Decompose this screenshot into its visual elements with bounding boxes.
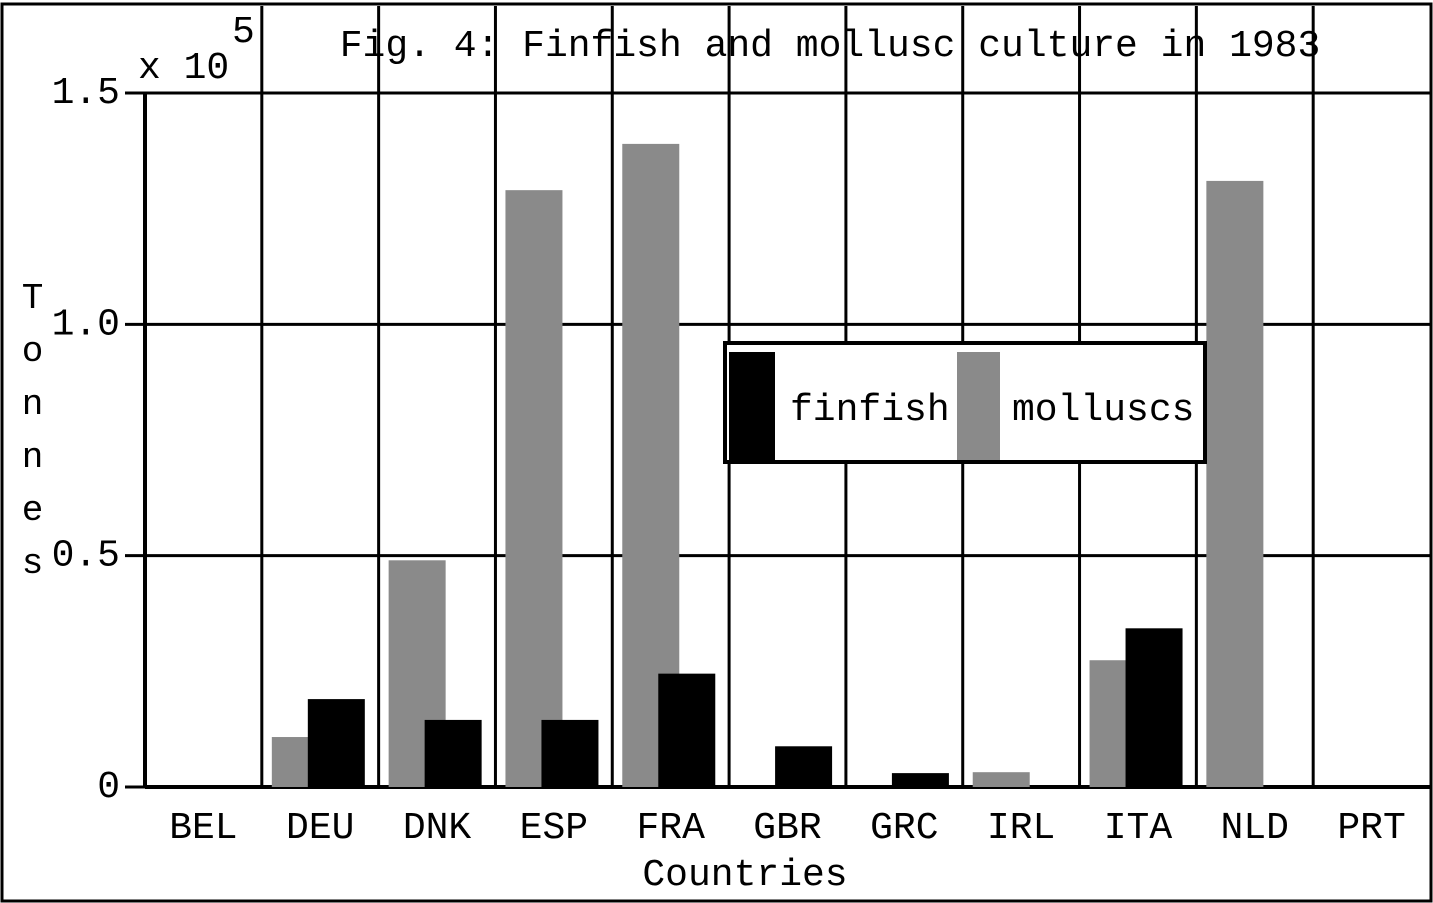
bar xyxy=(1206,180,1264,787)
legend-swatch xyxy=(729,352,775,460)
x-tick-label: IRL xyxy=(987,807,1055,850)
legend-label: finfish xyxy=(790,389,950,432)
chart-title: Fig. 4: Finfish and mollusc culture in 1… xyxy=(340,25,1321,68)
bar xyxy=(1125,628,1183,787)
bar xyxy=(891,773,949,787)
x-tick-label: GRC xyxy=(870,807,938,850)
x-tick-label: GBR xyxy=(753,807,821,850)
bar xyxy=(775,746,833,787)
bar xyxy=(424,719,482,787)
legend-swatch xyxy=(957,352,1000,460)
bar xyxy=(541,719,599,787)
x-tick-label: ESP xyxy=(520,807,588,850)
bar xyxy=(307,699,365,787)
bar xyxy=(658,673,716,787)
x-tick-label: DEU xyxy=(286,807,354,850)
x-tick-label: BEL xyxy=(169,807,237,850)
y-tick-label: 0.5 xyxy=(52,535,120,578)
y-tick-label: 1.5 xyxy=(52,72,120,115)
y-axis-label: Tonnes xyxy=(12,278,53,596)
bar xyxy=(505,190,563,787)
x-tick-label: ITA xyxy=(1104,807,1173,850)
bar xyxy=(972,772,1030,787)
x-tick-label: PRT xyxy=(1337,807,1405,850)
x-tick-label: DNK xyxy=(403,807,472,850)
y-tick-label: 0 xyxy=(97,766,120,809)
legend-label: molluscs xyxy=(1012,389,1194,432)
x-tick-label: FRA xyxy=(636,807,705,850)
y-multiplier-exponent: 5 xyxy=(232,11,255,54)
y-multiplier: x 10 xyxy=(138,47,229,90)
x-axis-label: Countries xyxy=(642,854,847,897)
y-tick-label: 1.0 xyxy=(52,303,120,346)
x-tick-label: NLD xyxy=(1221,807,1289,850)
